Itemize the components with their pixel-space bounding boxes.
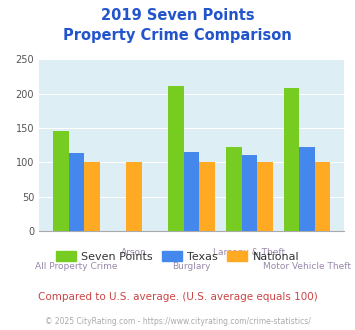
- Bar: [200, 162, 215, 231]
- Text: All Property Crime: All Property Crime: [35, 262, 118, 271]
- Text: Larceny & Theft: Larceny & Theft: [213, 248, 285, 257]
- Legend: Seven Points, Texas, National: Seven Points, Texas, National: [51, 247, 304, 267]
- Bar: [257, 162, 273, 231]
- Bar: [184, 152, 200, 231]
- Bar: [315, 162, 330, 231]
- Bar: [168, 86, 184, 231]
- Text: Property Crime Comparison: Property Crime Comparison: [63, 28, 292, 43]
- Text: Arson: Arson: [121, 248, 147, 257]
- Bar: [299, 147, 315, 231]
- Text: © 2025 CityRating.com - https://www.cityrating.com/crime-statistics/: © 2025 CityRating.com - https://www.city…: [45, 317, 310, 326]
- Text: 2019 Seven Points: 2019 Seven Points: [101, 8, 254, 23]
- Bar: [284, 88, 299, 231]
- Bar: [53, 131, 69, 231]
- Bar: [69, 153, 84, 231]
- Text: Motor Vehicle Theft: Motor Vehicle Theft: [263, 262, 351, 271]
- Bar: [226, 147, 241, 231]
- Text: Burglary: Burglary: [173, 262, 211, 271]
- Bar: [84, 162, 100, 231]
- Bar: [241, 155, 257, 231]
- Text: Compared to U.S. average. (U.S. average equals 100): Compared to U.S. average. (U.S. average …: [38, 292, 317, 302]
- Bar: [126, 162, 142, 231]
